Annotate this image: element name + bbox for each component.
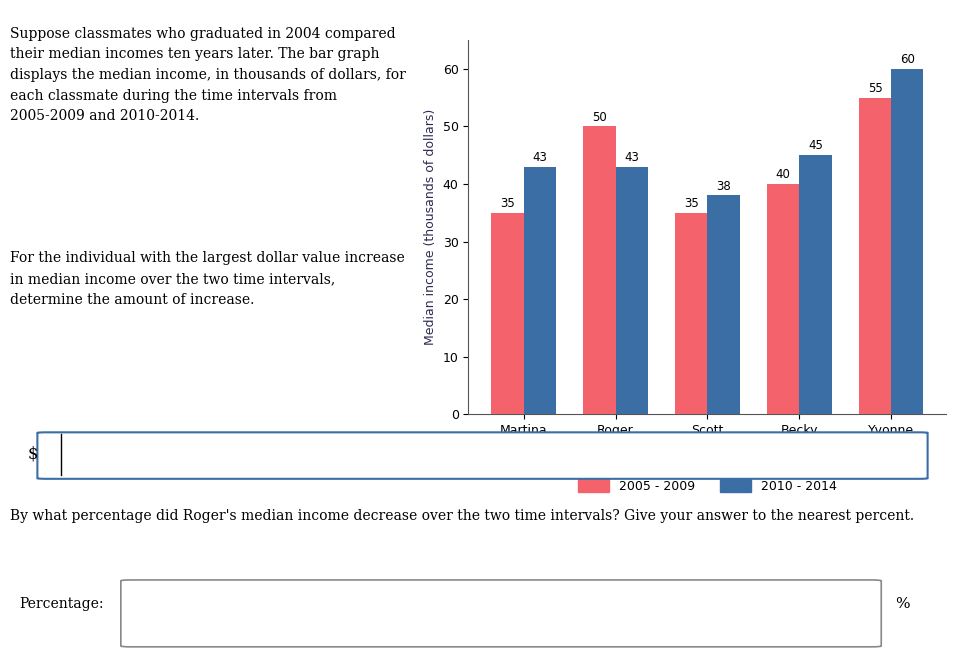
Bar [767,184,799,414]
Text: Percentage:: Percentage: [19,597,103,611]
X-axis label: Classmates: Classmates [663,442,752,456]
Text: 60: 60 [900,53,915,66]
Bar [799,155,832,414]
Bar [891,69,923,414]
Bar [524,167,555,414]
Text: Suppose classmates who graduated in 2004 compared
their median incomes ten years: Suppose classmates who graduated in 2004… [10,27,405,123]
Text: %: % [895,597,910,611]
Text: $: $ [28,446,38,463]
Bar [583,126,616,414]
Y-axis label: Median income (thousands of dollars): Median income (thousands of dollars) [424,109,437,345]
FancyBboxPatch shape [37,432,927,479]
Bar [491,212,524,414]
Legend: 2005 - 2009, 2010 - 2014: 2005 - 2009, 2010 - 2014 [573,474,842,498]
Bar [616,167,647,414]
FancyBboxPatch shape [120,580,881,647]
Bar [707,196,740,414]
Text: 45: 45 [808,140,823,152]
Text: 55: 55 [868,81,882,95]
Bar [859,98,891,414]
Text: 35: 35 [684,197,699,210]
Text: 38: 38 [716,180,731,192]
Bar [675,212,707,414]
Text: 43: 43 [532,151,547,164]
Text: 50: 50 [592,110,607,124]
Text: For the individual with the largest dollar value increase
in median income over : For the individual with the largest doll… [10,251,404,307]
Text: 43: 43 [624,151,639,164]
Text: 40: 40 [776,168,791,181]
Text: By what percentage did Roger's median income decrease over the two time interval: By what percentage did Roger's median in… [10,509,914,523]
Text: 35: 35 [500,197,515,210]
